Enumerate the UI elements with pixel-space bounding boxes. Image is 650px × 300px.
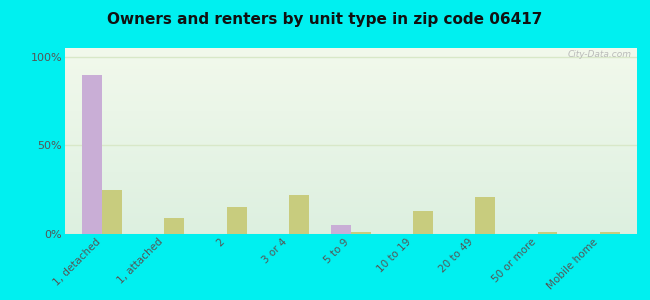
Bar — [83, 75, 102, 234]
Bar — [538, 232, 558, 234]
Bar — [331, 225, 351, 234]
Bar — [102, 190, 122, 234]
Bar — [351, 232, 371, 234]
Text: City-Data.com: City-Data.com — [567, 50, 631, 59]
Text: Owners and renters by unit type in zip code 06417: Owners and renters by unit type in zip c… — [107, 12, 543, 27]
Bar — [227, 207, 246, 234]
Bar — [413, 211, 433, 234]
Bar — [164, 218, 185, 234]
Bar — [289, 195, 309, 234]
Bar — [475, 197, 495, 234]
Bar — [600, 232, 619, 234]
